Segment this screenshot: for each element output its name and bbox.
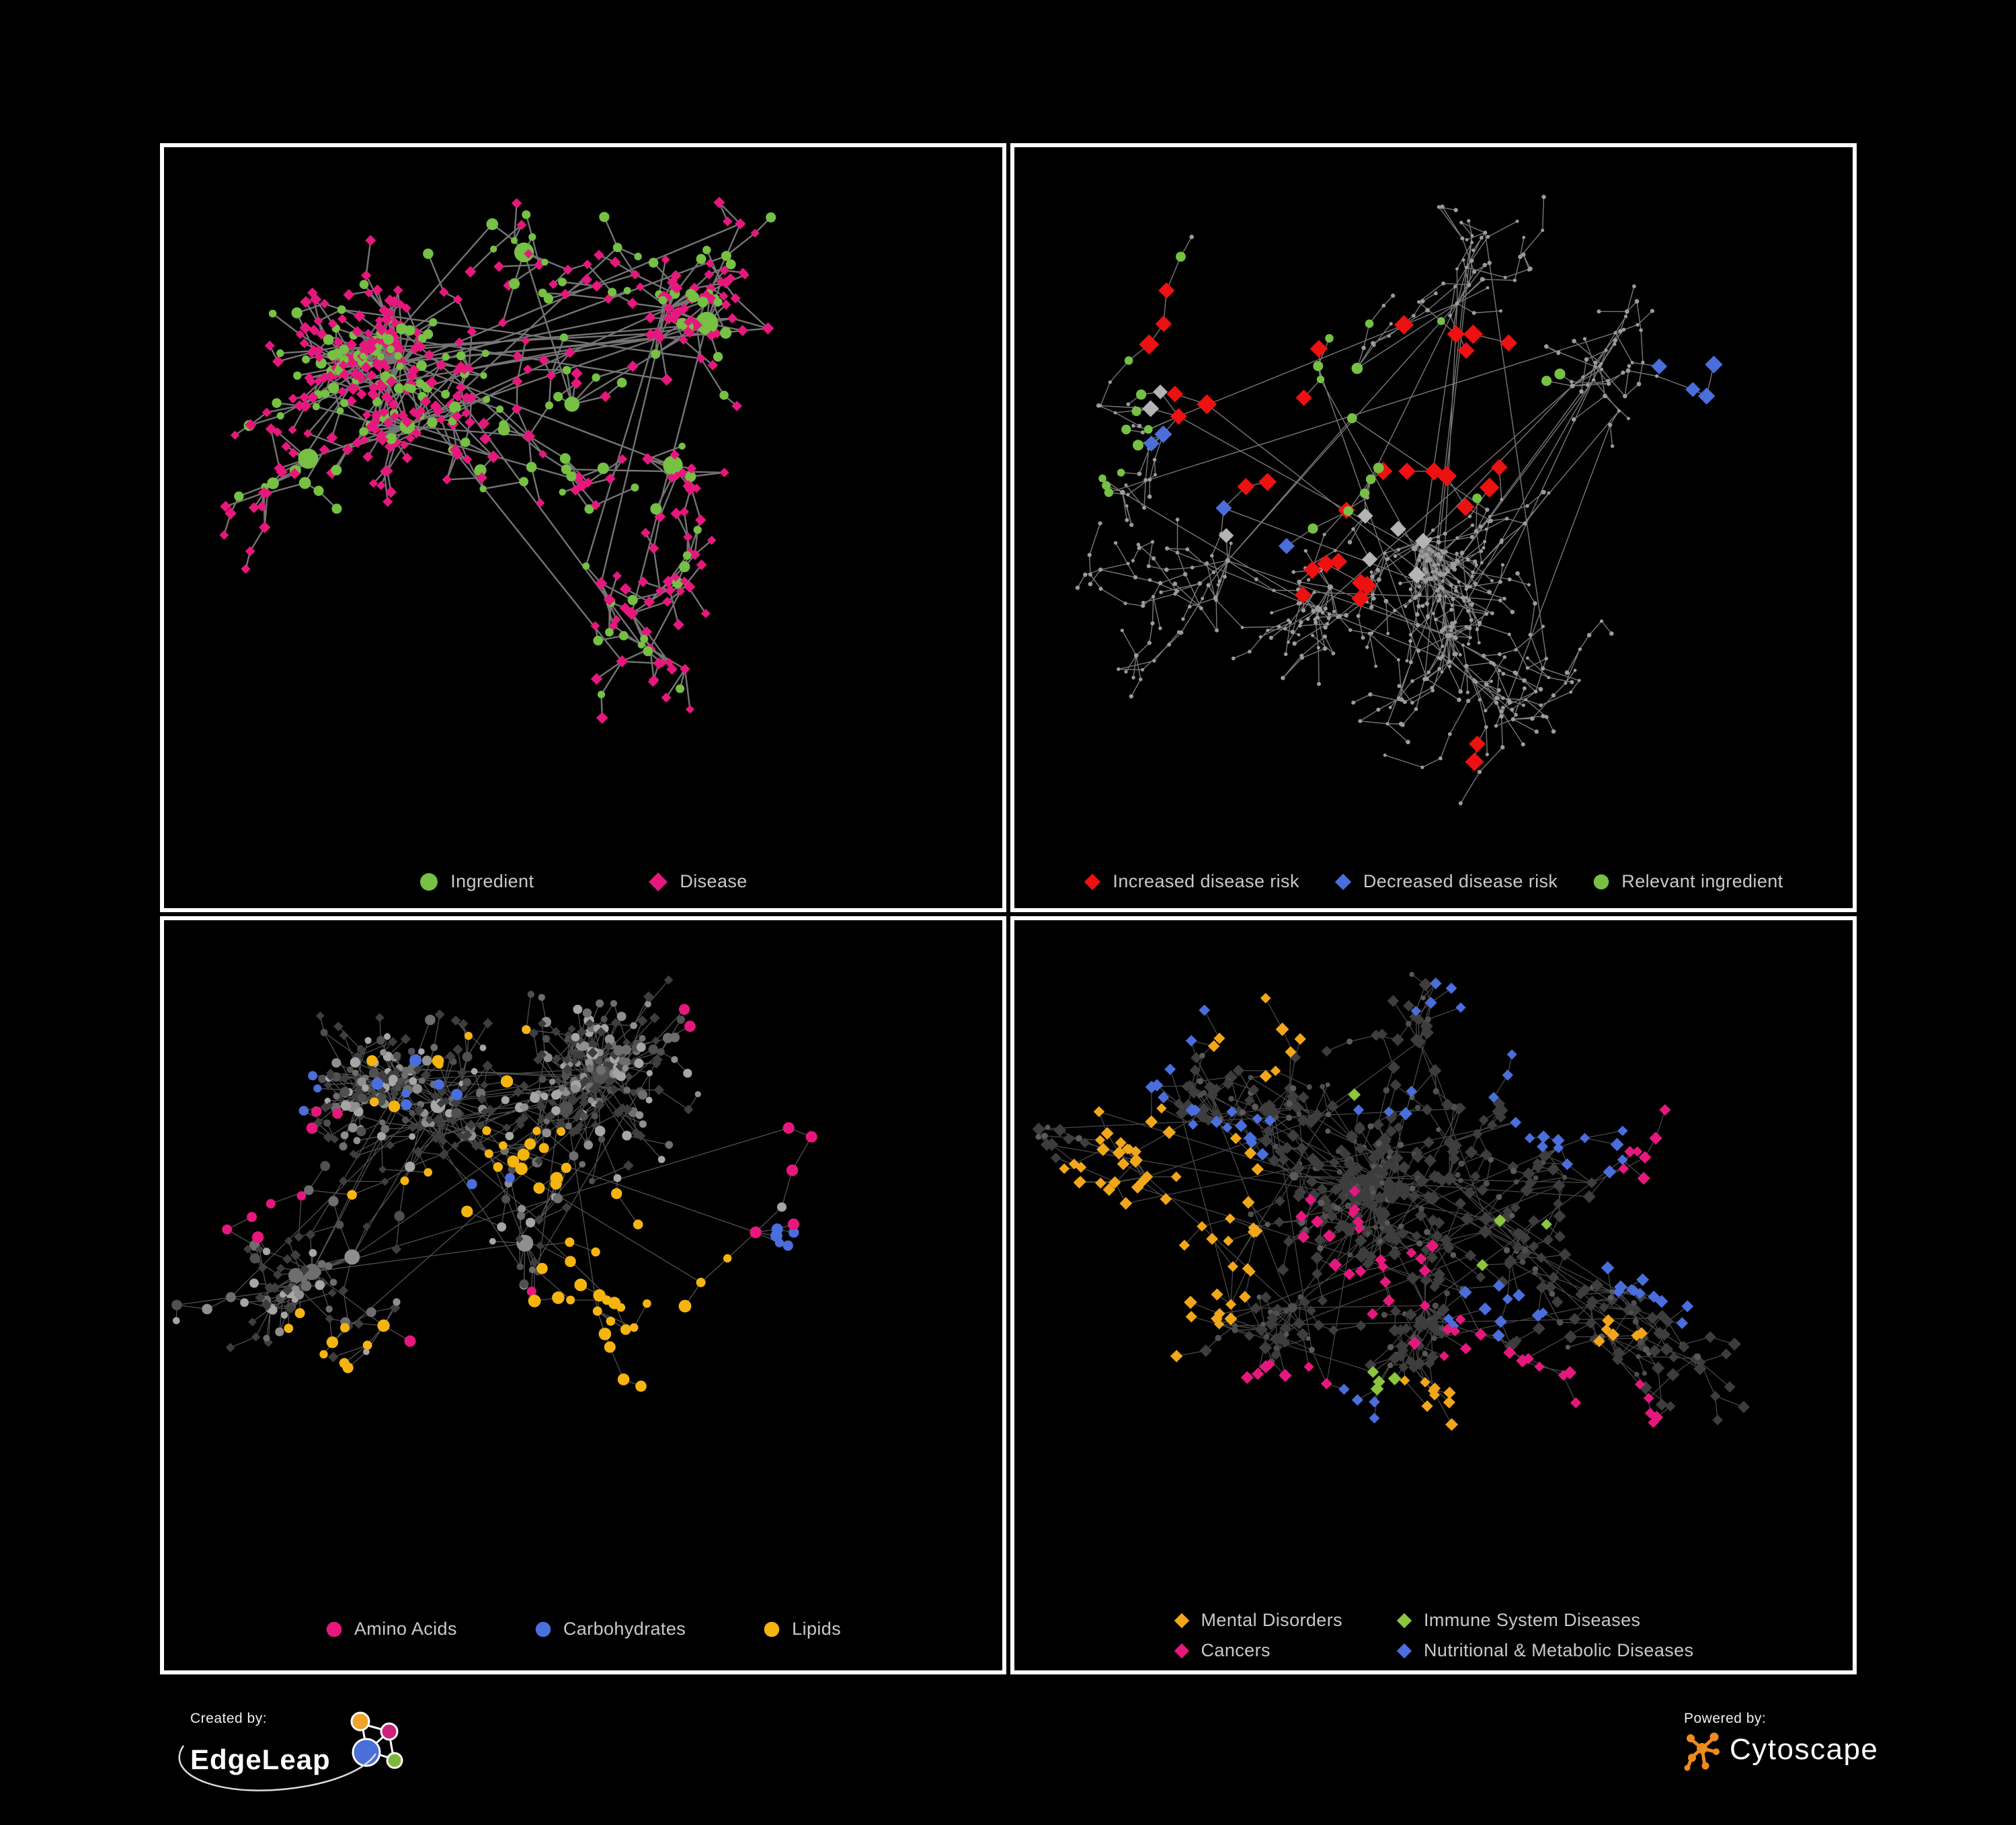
legend-item-mental-disorders: Mental Disorders — [1174, 1610, 1342, 1631]
legend-label: Immune System Diseases — [1424, 1610, 1641, 1630]
network-graph-ingredient-disease — [219, 196, 776, 724]
diamond-marker-icon — [1396, 1613, 1412, 1628]
nodes-layer — [171, 975, 787, 1363]
nodes-layer — [219, 196, 776, 724]
cytoscape-node — [1713, 1748, 1720, 1755]
panel-nutrient-classes-network: Amino Acids Carbohydrates Lipids — [160, 916, 1006, 1674]
panel-disease-categories-network: Mental Disorders Immune System Diseases Ca… — [1010, 916, 1857, 1674]
edgeleap-node-magenta — [380, 1722, 399, 1741]
panel-ingredient-disease-network: Ingredient Disease — [160, 143, 1006, 912]
edgeleap-logo-text: EdgeLeap — [190, 1744, 331, 1775]
legend-item-disease: Disease — [648, 871, 747, 892]
diamond-marker-icon — [1174, 1643, 1189, 1658]
network-graph-nutrient-classes — [171, 975, 817, 1392]
cytoscape-logo-text: Cytoscape — [1730, 1733, 1879, 1766]
legend-label: Mental Disorders — [1201, 1610, 1342, 1630]
legend-item-cancers: Cancers — [1174, 1640, 1342, 1661]
diamond-marker-icon — [1396, 1643, 1412, 1658]
legend-ingredient-disease: Ingredient Disease — [168, 871, 998, 892]
legend-item-lipids: Lipids — [763, 1619, 841, 1639]
highlight-nodes-layer — [222, 1004, 817, 1392]
cytoscape-node — [1697, 1743, 1707, 1754]
cytoscape-node — [1701, 1762, 1709, 1770]
diamond-marker-icon — [1084, 873, 1101, 890]
legend-disease-risk: Increased disease risk Decreased disease … — [1018, 871, 1849, 892]
circle-marker-icon — [326, 1621, 342, 1637]
legend-label: Relevant ingredient — [1621, 871, 1783, 891]
legend-item-carbohydrates: Carbohydrates — [534, 1619, 686, 1639]
edgeleap-logo-icon — [350, 1711, 403, 1769]
cytoscape-node — [1709, 1732, 1719, 1742]
nodes-layer — [1032, 971, 1750, 1426]
legend-label: Cancers — [1201, 1640, 1271, 1660]
legend-item-decreased-disease-risk: Decreased disease risk — [1334, 871, 1558, 892]
powered-by-label: Powered by: — [1684, 1711, 1767, 1726]
edgeleap-node-orange — [350, 1711, 370, 1732]
network-graph-disease-categories — [1032, 971, 1750, 1431]
highlight-nodes-layer — [1098, 251, 1723, 772]
legend-label: Amino Acids — [354, 1619, 457, 1639]
circle-marker-icon — [535, 1621, 551, 1637]
circle-marker-icon — [420, 873, 438, 891]
created-by-label: Created by: — [190, 1711, 268, 1726]
legend-item-amino-acids: Amino Acids — [325, 1619, 457, 1639]
legend-disease-categories: Mental Disorders Immune System Diseases Ca… — [1018, 1610, 1849, 1661]
cytoscape-logo-edges — [1686, 1736, 1716, 1768]
legend-label: Lipids — [792, 1619, 842, 1639]
cytoscape-branding: Powered by: Cytoscape — [1684, 1711, 1966, 1791]
panel-disease-risk-network: Increased disease risk Decreased disease … — [1010, 143, 1857, 912]
circle-marker-icon — [1594, 874, 1609, 889]
cytoscape-node — [1684, 1765, 1691, 1771]
legend-nutrient-classes: Amino Acids Carbohydrates Lipids — [168, 1619, 998, 1639]
diamond-marker-icon — [1174, 1613, 1189, 1628]
edgeleap-node-green — [386, 1752, 403, 1769]
edgeleap-branding: Created by: EdgeLeap — [178, 1711, 513, 1825]
cytoscape-node — [1688, 1754, 1696, 1762]
edges-layer — [175, 979, 812, 1387]
legend-label: Nutritional & Metabolic Diseases — [1424, 1640, 1694, 1660]
diamond-marker-icon — [649, 872, 668, 891]
legend-label: Decreased disease risk — [1363, 871, 1558, 891]
legend-label: Carbohydrates — [563, 1619, 686, 1639]
circle-marker-icon — [764, 1621, 780, 1637]
highlight-nodes-layer — [1059, 977, 1694, 1431]
legend-item-nutritional-metabolic-diseases: Nutritional & Metabolic Diseases — [1396, 1640, 1693, 1661]
legend-item-increased-disease-risk: Increased disease risk — [1084, 871, 1299, 892]
legend-item-ingredient: Ingredient — [419, 871, 534, 892]
network-graph-disease-risk — [1075, 194, 1723, 805]
cytoscape-node — [1687, 1734, 1695, 1742]
legend-label: Disease — [680, 871, 748, 891]
legend-item-relevant-ingredient: Relevant ingredient — [1592, 871, 1783, 892]
legend-label: Increased disease risk — [1113, 871, 1299, 891]
edges-layer — [1077, 196, 1715, 804]
legend-item-immune-system-diseases: Immune System Diseases — [1396, 1610, 1693, 1631]
cytoscape-logo-icon — [1684, 1732, 1720, 1771]
legend-label: Ingredient — [450, 871, 534, 891]
edgeleap-node-blue — [352, 1738, 381, 1767]
diamond-marker-icon — [1334, 873, 1351, 890]
nodes-layer — [1075, 194, 1659, 805]
